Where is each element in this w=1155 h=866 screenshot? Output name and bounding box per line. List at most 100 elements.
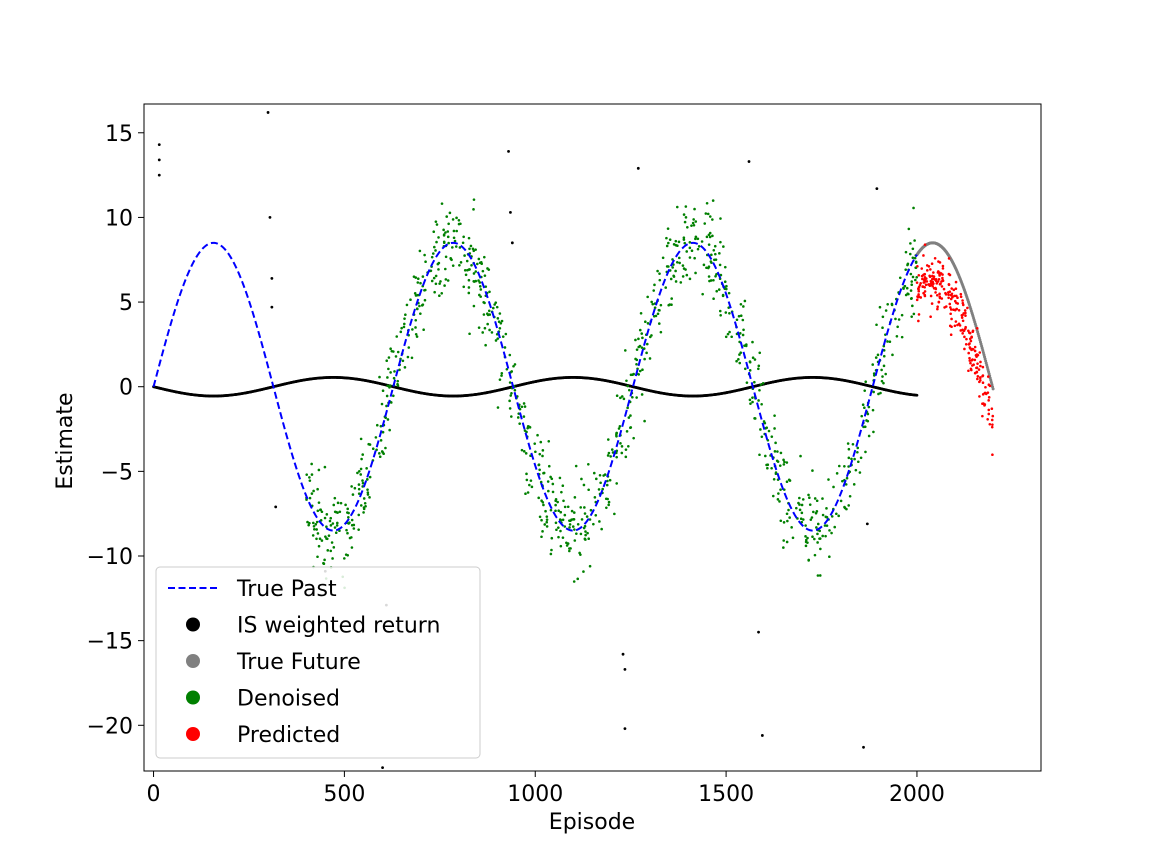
denoised-point	[808, 503, 812, 506]
denoised-point	[508, 399, 511, 403]
denoised-point	[366, 493, 370, 496]
is-weighted-return-outlier	[623, 668, 627, 671]
denoised-point	[458, 246, 462, 249]
legend-marker-icon	[186, 654, 200, 668]
predicted-point	[970, 348, 973, 352]
denoised-point	[461, 241, 465, 245]
denoised-point	[540, 535, 543, 539]
denoised-point	[566, 505, 570, 509]
denoised-point	[857, 460, 860, 464]
denoised-point	[886, 340, 889, 343]
denoised-point	[701, 292, 704, 296]
denoised-point	[853, 457, 856, 461]
denoised-point	[664, 286, 668, 289]
denoised-point	[607, 503, 610, 507]
denoised-point	[705, 235, 709, 239]
denoised-point	[833, 525, 837, 529]
denoised-point	[911, 247, 915, 251]
denoised-point	[617, 427, 621, 430]
denoised-point	[631, 373, 634, 377]
denoised-point	[670, 297, 673, 300]
denoised-point	[751, 340, 754, 344]
denoised-point	[770, 435, 774, 438]
denoised-point	[751, 356, 755, 359]
denoised-point	[395, 335, 399, 338]
denoised-point	[708, 215, 712, 218]
denoised-point	[486, 322, 489, 326]
denoised-point	[437, 236, 440, 239]
denoised-point	[715, 273, 718, 276]
denoised-point	[739, 351, 743, 355]
denoised-point	[650, 300, 653, 304]
denoised-point	[352, 527, 356, 530]
denoised-point	[787, 508, 790, 512]
denoised-point	[625, 430, 629, 433]
denoised-point	[707, 243, 711, 246]
denoised-point	[322, 562, 326, 566]
predicted-point	[923, 294, 927, 298]
denoised-point	[547, 464, 551, 468]
predicted-point	[937, 300, 941, 304]
denoised-point	[585, 515, 589, 518]
denoised-point	[880, 379, 884, 383]
denoised-point	[713, 244, 717, 248]
denoised-point	[799, 517, 803, 521]
denoised-point	[804, 538, 808, 542]
denoised-point	[631, 395, 634, 399]
denoised-point	[777, 492, 780, 495]
predicted-point	[976, 377, 979, 381]
denoised-point	[683, 220, 687, 224]
denoised-point	[498, 378, 502, 381]
denoised-point	[478, 285, 482, 288]
denoised-point	[386, 418, 390, 421]
denoised-point	[656, 312, 660, 316]
predicted-point	[967, 351, 970, 355]
denoised-point	[308, 476, 311, 479]
denoised-point	[375, 423, 379, 427]
predicted-point	[941, 276, 944, 280]
denoised-point	[771, 494, 775, 498]
denoised-point	[739, 314, 743, 318]
denoised-point	[743, 344, 746, 347]
denoised-point	[645, 351, 648, 355]
y-axis: 15 10 5 0 −5 −10 −15 −20	[87, 122, 144, 739]
denoised-point	[314, 523, 318, 526]
denoised-point	[528, 426, 532, 429]
denoised-point	[914, 260, 918, 264]
denoised-point	[580, 518, 584, 521]
denoised-point	[575, 532, 578, 535]
denoised-point	[384, 416, 387, 420]
denoised-point	[600, 527, 603, 531]
denoised-point	[563, 513, 567, 517]
predicted-point	[976, 375, 980, 378]
denoised-point	[305, 473, 309, 476]
denoised-point	[726, 332, 730, 336]
denoised-point	[858, 471, 862, 474]
predicted-point	[929, 315, 932, 318]
denoised-point	[554, 521, 558, 525]
denoised-point	[615, 394, 619, 398]
denoised-point	[818, 574, 822, 577]
denoised-point	[559, 518, 563, 522]
predicted-point	[961, 299, 964, 302]
denoised-point	[782, 546, 785, 549]
denoised-point	[872, 430, 875, 434]
denoised-point	[674, 243, 678, 247]
denoised-point	[886, 303, 889, 306]
denoised-point	[725, 287, 728, 291]
denoised-point	[530, 485, 534, 489]
plot-area	[143, 103, 1042, 772]
predicted-point	[972, 363, 975, 367]
denoised-point	[484, 343, 487, 347]
predicted-point	[981, 381, 985, 385]
denoised-point	[905, 286, 909, 290]
denoised-point	[559, 510, 563, 514]
denoised-point	[800, 511, 804, 515]
denoised-point	[882, 381, 885, 385]
denoised-point	[584, 533, 587, 537]
denoised-point	[415, 307, 419, 310]
legend: True Past IS weighted return True Future De…	[155, 566, 481, 759]
is-weighted-return-outlier	[270, 276, 274, 280]
denoised-point	[634, 338, 637, 342]
predicted-point	[956, 323, 959, 327]
